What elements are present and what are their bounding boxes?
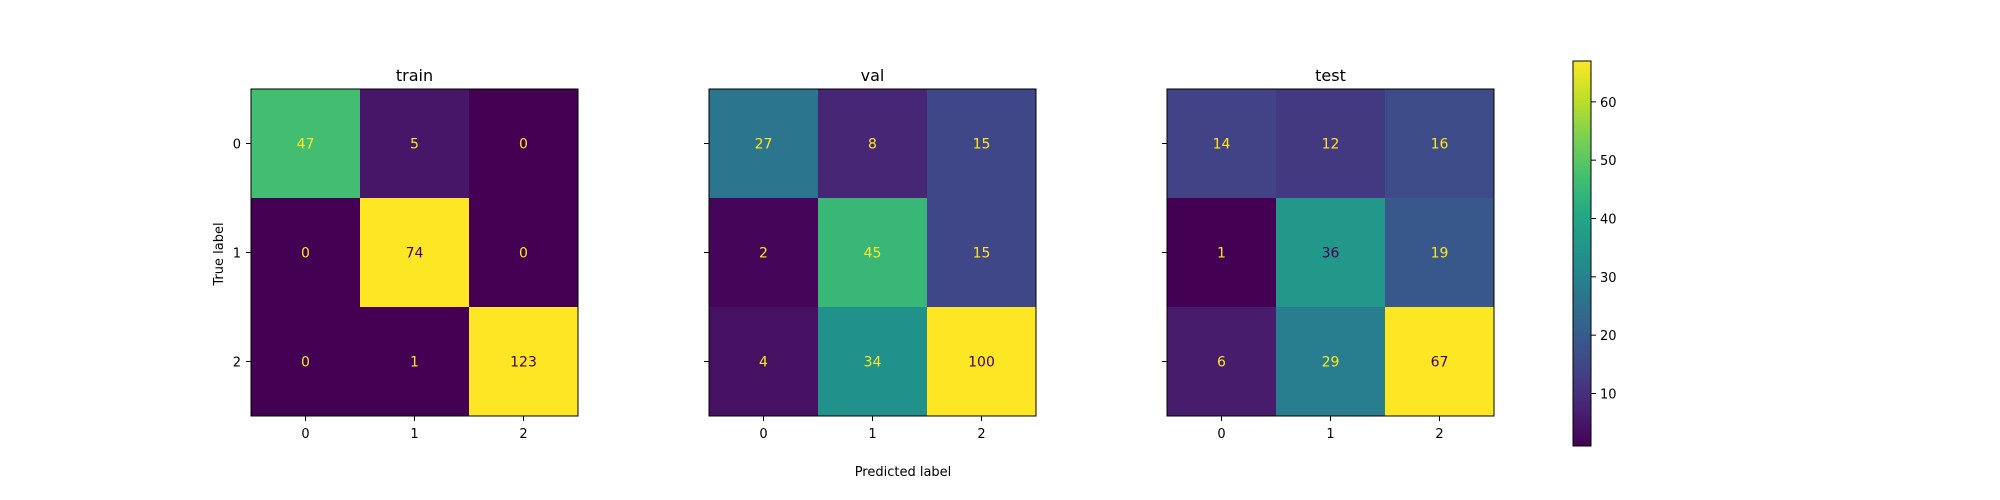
x-axis-label: Predicted label [855,465,952,480]
cell-value-test-2-1: 29 [1322,355,1340,371]
cell-val-0-2 [927,89,1037,199]
y-tick-label-0: 0 [233,138,241,153]
colorbar-frame [1572,60,1592,447]
colorbar-tick-label-30: 30 [1600,271,1617,286]
cell-value-test-2-2: 67 [1431,355,1449,371]
panel-val: 27 8 15 2 45 15 4 34 100 val 0 1 2 [704,66,1037,442]
cell-value-val-2-2: 100 [968,355,995,371]
x-tick-label-test-1: 1 [1326,427,1334,442]
y-tick-label-1: 1 [233,247,241,262]
cell-value-val-2-0: 4 [759,355,768,371]
cell-val-0-0 [709,89,819,199]
cell-train-1-0 [251,198,361,308]
cell-test-1-1 [1276,198,1386,308]
cell-test-0-2 [1385,89,1495,199]
cell-test-0-1 [1276,89,1386,199]
colorbar-gradient [1573,61,1591,446]
x-tick-label-test-0: 0 [1217,427,1225,442]
cell-value-test-0-1: 12 [1322,137,1340,153]
x-tick-label-val-2: 2 [977,427,985,442]
cell-test-2-2 [1385,307,1495,417]
cell-val-1-2 [927,198,1037,308]
cell-val-0-1 [818,89,928,199]
cell-value-train-0-1: 5 [410,137,419,153]
cell-value-val-1-1: 45 [864,246,882,262]
panel-train: 47 5 0 0 74 0 0 1 123 train 0 0 1 1 2 2 [233,66,579,442]
x-tick-label-val-0: 0 [759,427,767,442]
cell-train-2-0 [251,307,361,417]
x-tick-label-test-2: 2 [1435,427,1443,442]
cell-value-test-0-2: 16 [1431,137,1449,153]
y-axis-label: True label [212,222,227,286]
cell-value-train-2-0: 0 [301,355,310,371]
cell-val-2-0 [709,307,819,417]
cell-value-train-1-0: 0 [301,246,310,262]
cell-test-2-0 [1167,307,1277,417]
cell-test-2-1 [1276,307,1386,417]
cell-train-0-2 [469,89,579,199]
cell-value-test-2-0: 6 [1217,355,1226,371]
cell-value-test-0-0: 14 [1213,137,1231,153]
cell-train-0-1 [360,89,470,199]
cell-value-train-0-2: 0 [519,137,528,153]
cell-value-train-2-1: 1 [410,355,419,371]
colorbar-tick-label-20: 20 [1600,329,1617,344]
cell-value-val-2-1: 34 [864,355,882,371]
cell-val-2-2 [927,307,1037,417]
colorbar: 10 20 30 40 50 60 [1572,60,1617,447]
cell-train-1-2 [469,198,579,308]
x-tick-label-train-1: 1 [410,427,418,442]
x-tick-label-val-1: 1 [868,427,876,442]
cell-value-train-0-0: 47 [297,137,315,153]
cell-value-val-0-2: 15 [973,137,991,153]
x-tick-label-train-0: 0 [301,427,309,442]
panel-title-val: val [861,66,885,85]
colorbar-tick-label-10: 10 [1600,388,1617,403]
cell-val-1-0 [709,198,819,308]
panel-title-train: train [396,66,433,85]
cell-value-val-0-0: 27 [755,137,773,153]
cell-train-2-2 [469,307,579,417]
cell-value-test-1-1: 36 [1322,246,1340,262]
cell-test-1-0 [1167,198,1277,308]
cell-value-train-1-1: 74 [406,246,424,262]
cell-val-1-1 [818,198,928,308]
cell-value-val-0-1: 8 [868,137,877,153]
cell-value-val-1-0: 2 [759,246,768,262]
cell-value-train-2-2: 123 [510,355,537,371]
cell-value-test-1-0: 1 [1217,246,1226,262]
cell-value-val-1-2: 15 [973,246,991,262]
colorbar-tick-label-50: 50 [1600,154,1617,169]
cell-value-test-1-2: 19 [1431,246,1449,262]
y-tick-label-2: 2 [233,356,241,371]
colorbar-tick-label-60: 60 [1600,96,1617,111]
cell-value-train-1-2: 0 [519,246,528,262]
cell-train-2-1 [360,307,470,417]
cell-train-0-0 [251,89,361,199]
cell-test-0-0 [1167,89,1277,199]
panel-title-test: test [1315,66,1346,85]
cell-test-1-2 [1385,198,1495,308]
colorbar-tick-label-40: 40 [1600,213,1617,228]
cell-train-1-1 [360,198,470,308]
cell-val-2-1 [818,307,928,417]
x-tick-label-train-2: 2 [519,427,527,442]
